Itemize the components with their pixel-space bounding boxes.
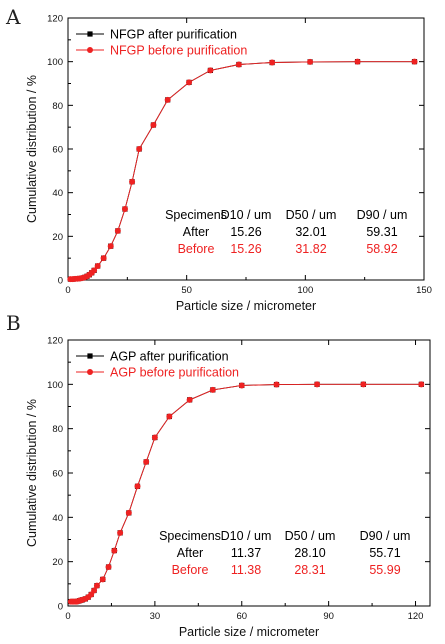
legend-label: NFGP after purification — [110, 28, 237, 42]
y-tick-label: 100 — [47, 57, 63, 68]
table-cell: 55.99 — [369, 563, 400, 577]
legend-label: NFGP before purification — [110, 44, 247, 58]
data-point-circle — [129, 178, 136, 185]
x-tick-label: 150 — [416, 285, 432, 296]
data-point-circle — [166, 413, 173, 420]
y-tick-label: 20 — [52, 232, 63, 243]
legend-marker-circle — [87, 369, 93, 375]
x-tick-label: 120 — [408, 611, 424, 622]
data-point-circle — [117, 529, 124, 536]
chart-panel-b: B 0 30 60 90 120 0 20 40 60 80 100 120 Particle size … — [6, 311, 431, 639]
data-point-circle — [273, 381, 280, 388]
panel-letter: B — [6, 311, 21, 335]
table-cell: 58.92 — [366, 242, 397, 256]
data-point-circle — [151, 434, 158, 441]
table-header-cell: Specimens — [165, 208, 227, 222]
panel-letter: A — [5, 5, 21, 29]
data-point-circle — [114, 227, 121, 234]
data-point-circle — [150, 121, 157, 128]
table-header-cell: Specimens — [159, 529, 221, 543]
table-cell: 11.37 — [231, 546, 261, 560]
y-tick-label: 120 — [47, 336, 63, 347]
y-tick-label: 20 — [52, 557, 63, 568]
y-tick-label: 80 — [52, 424, 63, 435]
data-point-circle — [269, 59, 276, 66]
data-point-circle — [107, 243, 114, 250]
table-cell: After — [183, 225, 209, 239]
data-point-circle — [307, 58, 314, 65]
table-cell: 32.01 — [295, 225, 326, 239]
chart-panel-a: A 0 50 100 150 0 20 40 60 80 100 120 Particle size /… — [5, 5, 432, 313]
data-point-circle — [94, 263, 101, 270]
table-cell: After — [177, 546, 203, 560]
legend-label: AGP after purification — [110, 350, 229, 364]
x-tick-label: 50 — [181, 285, 192, 296]
y-axis-title: Cumulative distribution / % — [25, 399, 39, 547]
data-point-circle — [125, 509, 132, 516]
data-point-circle — [186, 396, 193, 403]
table-header-cell: D90 / um — [360, 529, 411, 543]
x-axis-title: Particle size / micrometer — [176, 299, 316, 313]
y-tick-label: 100 — [47, 380, 63, 391]
y-tick-label: 60 — [52, 145, 63, 156]
x-tick-label: 90 — [323, 611, 334, 622]
data-point-circle — [354, 58, 361, 65]
x-tick-label: 0 — [65, 611, 70, 622]
data-point-circle — [164, 96, 171, 103]
data-point-circle — [207, 67, 214, 74]
y-tick-label: 120 — [47, 14, 63, 25]
table-cell: Before — [172, 563, 209, 577]
table-header-cell: D90 / um — [357, 208, 408, 222]
data-point-circle — [105, 563, 112, 570]
y-tick-label: 0 — [58, 602, 63, 613]
data-point-circle — [100, 255, 107, 262]
y-tick-label: 0 — [58, 276, 63, 287]
legend-marker-circle — [87, 47, 93, 53]
data-point-circle — [186, 79, 193, 86]
y-tick-label: 40 — [52, 188, 63, 199]
table-cell: 28.31 — [294, 563, 325, 577]
table-header-cell: D50 / um — [286, 208, 337, 222]
x-axis-title: Particle size / micrometer — [179, 625, 319, 639]
table-cell: 55.71 — [369, 546, 400, 560]
data-point-circle — [121, 206, 128, 213]
table-cell: 31.82 — [295, 242, 326, 256]
data-point-circle — [238, 382, 245, 389]
data-point-circle — [418, 381, 425, 388]
data-point-circle — [91, 587, 98, 594]
y-axis-title: Cumulative distribution / % — [25, 75, 39, 223]
x-tick-label: 100 — [297, 285, 313, 296]
table-cell: 15.26 — [230, 242, 261, 256]
table-header-cell: D50 / um — [285, 529, 336, 543]
x-tick-label: 60 — [236, 611, 247, 622]
legend-label: AGP before purification — [110, 366, 239, 380]
data-point-circle — [209, 386, 216, 393]
data-point-circle — [314, 381, 321, 388]
data-point-circle — [411, 58, 418, 65]
data-point-circle — [111, 547, 118, 554]
table-cell: Before — [178, 242, 215, 256]
data-point-circle — [235, 61, 242, 68]
data-point-circle — [91, 267, 98, 274]
y-tick-label: 80 — [52, 101, 63, 112]
table-header-cell: D10 / um — [221, 529, 272, 543]
legend-marker-square — [87, 31, 93, 37]
table-cell: 15.26 — [230, 225, 261, 239]
y-tick-label: 60 — [52, 469, 63, 480]
data-point-circle — [99, 576, 106, 583]
x-tick-label: 0 — [65, 285, 70, 296]
data-point-circle — [136, 146, 143, 152]
data-point-circle — [143, 458, 150, 465]
x-tick-label: 30 — [150, 611, 161, 622]
table-cell: 59.31 — [366, 225, 397, 239]
data-point-circle — [134, 483, 141, 490]
table-header-cell: D10 / um — [221, 208, 272, 222]
legend-marker-square — [87, 353, 93, 359]
y-tick-label: 40 — [52, 513, 63, 524]
data-point-circle — [360, 381, 367, 388]
table-cell: 11.38 — [231, 563, 261, 577]
table-cell: 28.10 — [294, 546, 325, 560]
data-point-circle — [93, 582, 100, 589]
